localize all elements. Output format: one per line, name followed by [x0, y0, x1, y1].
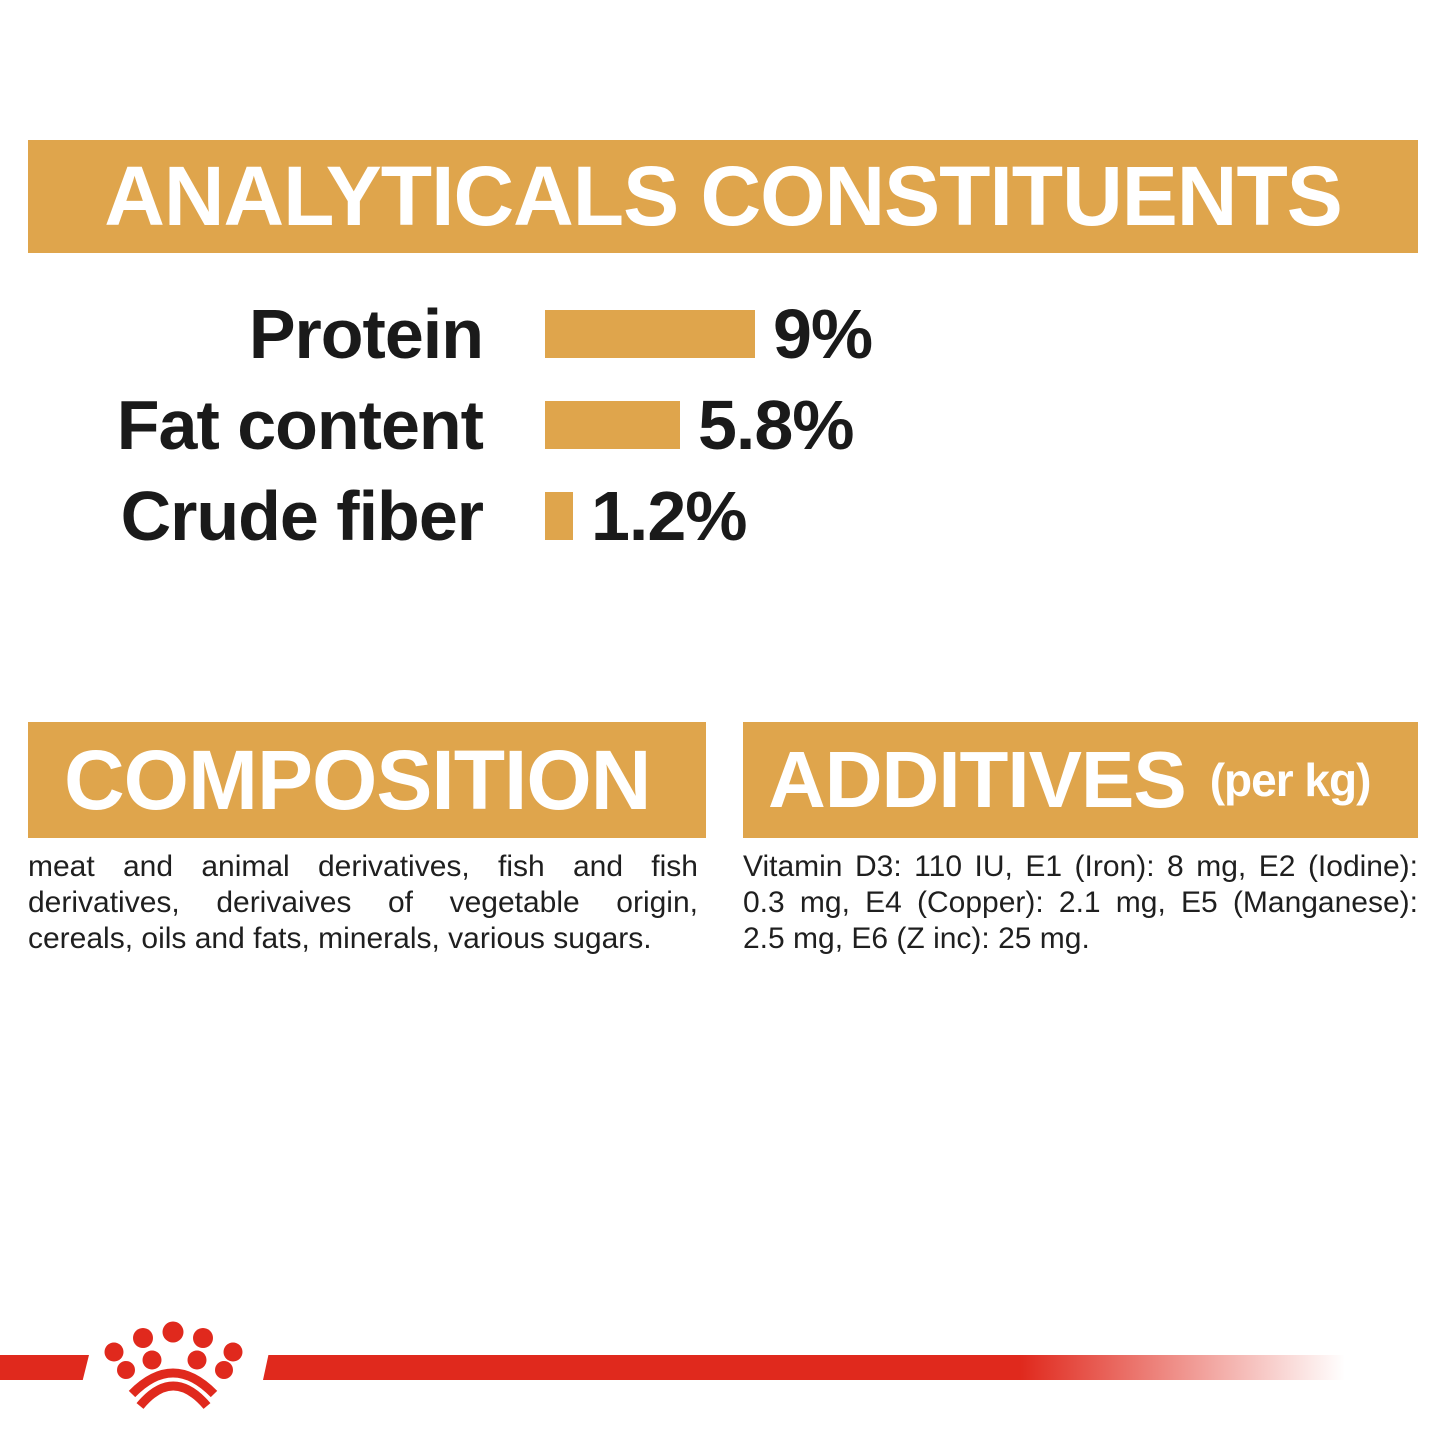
composition-banner: COMPOSITION — [28, 722, 706, 838]
red-band-left — [0, 1355, 89, 1380]
royal-canin-crown-icon — [104, 1321, 243, 1410]
composition-title: COMPOSITION — [64, 732, 651, 827]
analyticals-chart: Protein 9% Fat content 5.8% Crude fiber 1.2% — [0, 288, 1445, 561]
additives-banner: ADDITIVES (per kg) — [743, 722, 1418, 838]
additives-body-text: Vitamin D3: 110 IU, E1 (Iron): 8 mg, E2 … — [743, 850, 1418, 955]
chart-value-label: 9% — [773, 294, 873, 373]
chart-value-label: 1.2% — [591, 476, 748, 555]
chart-bar — [545, 491, 573, 540]
chart-category-label: Fat content — [116, 385, 484, 464]
analyticals-constituents-banner: ANALYTICALS CONSTITUENTS — [28, 140, 1418, 253]
chart-row: Protein 9% — [0, 288, 1445, 379]
chart-category-label: Protein — [248, 294, 484, 373]
chart-category-label: Crude fiber — [120, 476, 484, 555]
chart-bar — [545, 400, 680, 449]
additives-title-suffix: (per kg) — [1209, 754, 1372, 806]
chart-bar — [545, 309, 755, 358]
chart-row: Fat content 5.8% — [0, 379, 1445, 470]
chart-row: Crude fiber 1.2% — [0, 470, 1445, 561]
red-band-right-gradient — [263, 1355, 1345, 1380]
chart-value-label: 5.8% — [698, 385, 855, 464]
additives-title: ADDITIVES — [768, 735, 1187, 824]
analyticals-title: ANALYTICALS CONSTITUENTS — [104, 149, 1343, 243]
composition-body-text: meat and animal derivatives, fish and fi… — [28, 850, 698, 955]
